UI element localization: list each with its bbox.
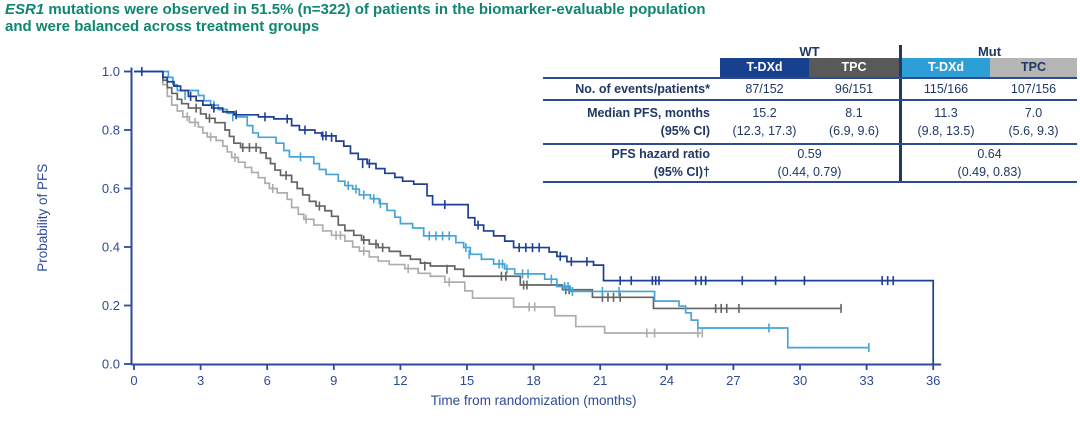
svg-text:3: 3 <box>197 373 204 388</box>
table-row-events: No. of events/patients* 87/152 96/151 11… <box>543 79 1077 98</box>
svg-text:24: 24 <box>660 373 674 388</box>
table-rule <box>543 77 1077 79</box>
row-label-median-ci: (95% CI) <box>660 124 710 138</box>
value-hr-wt: 0.59 <box>797 147 822 161</box>
svg-text:36: 36 <box>926 373 940 388</box>
column-header-mut-tpc: TPC <box>990 58 1077 77</box>
table-group-header-row: WT Mut <box>543 44 1077 59</box>
group-header-wt: WT <box>799 44 820 59</box>
table-column-header-row: T-DXd TPC T-DXd TPC <box>543 58 1077 77</box>
value-median-mut-tpc: 7.0 <box>1024 106 1043 120</box>
svg-text:0.2: 0.2 <box>102 298 120 313</box>
svg-text:0.4: 0.4 <box>102 240 120 255</box>
svg-text:1.0: 1.0 <box>102 64 120 79</box>
ci-hr-mut: (0.49, 0.83) <box>957 165 1022 179</box>
svg-text:9: 9 <box>330 373 337 388</box>
value-events-wt-tpc: 96/151 <box>834 81 874 96</box>
row-label-hr: PFS hazard ratio <box>611 147 710 161</box>
svg-text:15: 15 <box>460 373 474 388</box>
svg-text:30: 30 <box>793 373 807 388</box>
column-header-mut-tdxd: T-DXd <box>902 58 990 77</box>
ci-median-mut-tdxd: (9.8, 13.5) <box>917 124 975 138</box>
table-rule <box>543 143 1077 145</box>
table-rule <box>543 181 1077 183</box>
title-line1-rest: mutations were observed in 51.5% (n=322)… <box>44 1 706 18</box>
svg-text:0: 0 <box>130 373 137 388</box>
column-header-wt-tdxd: T-DXd <box>720 58 809 77</box>
svg-text:6: 6 <box>264 373 271 388</box>
group-header-mut: Mut <box>977 44 1002 59</box>
value-events-wt-tdxd: 87/152 <box>745 81 784 96</box>
svg-text:27: 27 <box>726 373 740 388</box>
table-row-median-ci: (95% CI) (12.3, 17.3) (6.9, 9.6) (9.8, 1… <box>543 122 1077 140</box>
svg-text:21: 21 <box>593 373 607 388</box>
title-line2: and were balanced across treatment group… <box>5 18 320 35</box>
row-label-median: Median PFS, months <box>587 106 710 120</box>
table-row-hr-ci: (95% CI)† (0.44, 0.79) (0.49, 0.83) <box>543 163 1077 181</box>
results-table: WT Mut T-DXd TPC T-DXd TPC No. of events… <box>543 44 1077 183</box>
table-wt-mut-divider <box>899 45 902 182</box>
table-rule <box>543 99 1077 101</box>
column-header-wt-tpc: TPC <box>809 58 899 77</box>
svg-text:33: 33 <box>859 373 873 388</box>
value-events-mut-tdxd: 115/166 <box>923 81 969 96</box>
value-median-wt-tdxd: 15.2 <box>752 106 777 120</box>
ci-median-mut-tpc: (5.6, 9.3) <box>1008 124 1059 138</box>
ci-median-wt-tpc: (6.9, 9.6) <box>828 124 880 138</box>
table-row-median: Median PFS, months 15.2 8.1 11.3 7.0 <box>543 104 1077 122</box>
row-label-events: No. of events/patients* <box>575 81 710 96</box>
svg-text:12: 12 <box>393 373 407 388</box>
ci-median-wt-tdxd: (12.3, 17.3) <box>732 124 797 138</box>
value-hr-mut: 0.64 <box>977 147 1002 161</box>
value-events-mut-tpc: 107/156 <box>1010 81 1057 96</box>
title-line1: ESR1 mutations were observed in 51.5% (n… <box>5 1 706 18</box>
title-gene-name: ESR1 <box>5 1 45 18</box>
svg-text:Time from randomization (month: Time from randomization (months) <box>431 393 637 408</box>
value-median-wt-tpc: 8.1 <box>845 106 863 120</box>
svg-text:Probability of PFS: Probability of PFS <box>35 164 50 272</box>
value-median-mut-tdxd: 11.3 <box>934 106 958 120</box>
row-label-hr-ci: (95% CI)† <box>653 165 710 179</box>
svg-text:18: 18 <box>526 373 540 388</box>
page-title: ESR1 mutations were observed in 51.5% (n… <box>5 1 725 35</box>
svg-text:0.0: 0.0 <box>102 357 120 372</box>
table-row-hr: PFS hazard ratio 0.59 0.64 <box>543 145 1077 163</box>
svg-text:0.6: 0.6 <box>102 181 120 196</box>
svg-text:0.8: 0.8 <box>102 123 120 138</box>
ci-hr-wt: (0.44, 0.79) <box>777 165 842 179</box>
